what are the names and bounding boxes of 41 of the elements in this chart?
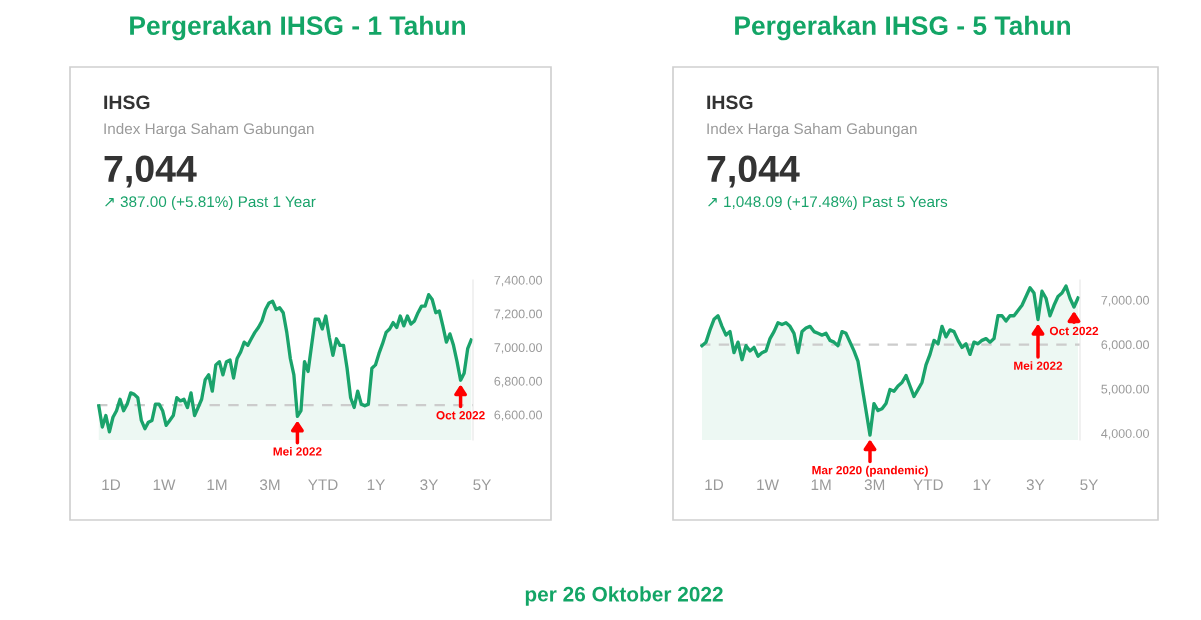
text: 3Y <box>420 479 439 491</box>
chart-title: Pergerakan IHSG - 1 Tahun <box>130 15 466 41</box>
text: ↗ 1,048.09 (+17.48%) Past 5 Years <box>708 195 948 211</box>
text: Index Harga Saham Gabungan <box>707 122 917 138</box>
text: 1Y <box>973 479 991 490</box>
chart-title: Pergerakan IHSG - 5 Tahun <box>735 15 1071 41</box>
y-tick-label: 7,000.00 <box>1101 295 1149 307</box>
text: per 26 Oktober 2022 <box>525 586 723 606</box>
annotation: Oct 2022 <box>436 411 485 420</box>
y-tick-label: 4,000.00 <box>1101 429 1149 440</box>
y-tick-label: 6,800.00 <box>494 376 542 388</box>
chart-subtitle: IHSG <box>707 95 753 110</box>
text: YTD <box>308 479 338 490</box>
text: 1D <box>705 479 724 490</box>
y-tick-label: 6,600.00 <box>494 410 542 421</box>
annotation: Oct 2022 <box>1049 326 1099 336</box>
text: 1M <box>207 479 227 490</box>
text: 3M <box>864 479 885 491</box>
y-tick-label: 7,000.00 <box>494 343 542 354</box>
chart-subtitle: IHSG <box>104 95 150 110</box>
annotation: Mar 2020 (pandemic) <box>812 465 928 477</box>
text: ↗ 387.00 (+5.81%) Past 1 Year <box>105 195 316 211</box>
y-tick-label: 7,400.00 <box>494 275 542 287</box>
text: 3Y <box>1026 479 1045 491</box>
text: 1W <box>153 479 176 490</box>
text: 5Y <box>473 479 492 491</box>
text: Index Harga Saham Gabungan <box>104 122 314 138</box>
y-tick-label: 6,000.00 <box>1101 340 1149 351</box>
annotation: Mei 2022 <box>273 446 322 456</box>
text: 5Y <box>1080 479 1099 491</box>
text: 7,044 <box>707 155 800 188</box>
y-tick-label: 7,200.00 <box>494 309 542 320</box>
text: 1M <box>811 479 831 490</box>
text: 1Y <box>367 479 386 490</box>
text: YTD <box>913 479 943 490</box>
text: 1D <box>102 479 121 490</box>
annotation: Mei 2022 <box>1014 361 1063 370</box>
text: 1W <box>757 479 779 490</box>
text: 3M <box>259 479 280 491</box>
text: 7,044 <box>104 155 197 188</box>
y-tick-label: 5,000.00 <box>1101 384 1149 396</box>
